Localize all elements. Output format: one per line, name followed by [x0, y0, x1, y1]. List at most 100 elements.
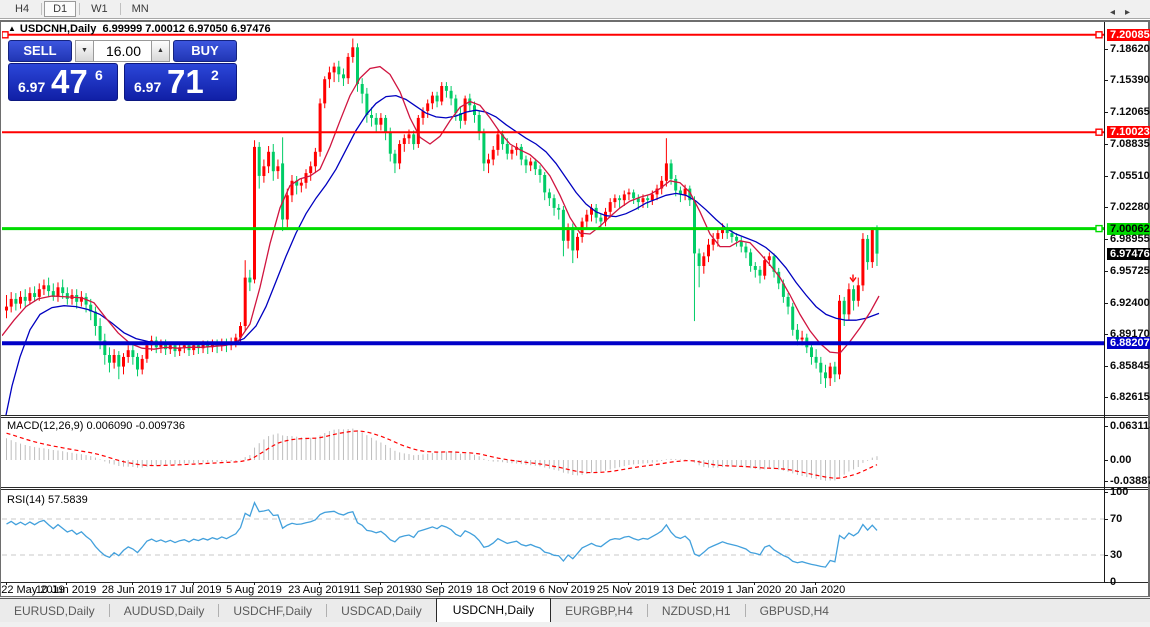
- chart-tab-usdcad[interactable]: USDCAD,Daily: [341, 604, 422, 618]
- candle-body: [664, 163, 668, 181]
- chart-tab-usdchf[interactable]: USDCHF,Daily: [233, 604, 313, 618]
- candle-body: [126, 350, 130, 357]
- candle-body: [201, 344, 205, 349]
- indicator-axis-label: 0: [1110, 576, 1117, 588]
- candle-body: [98, 326, 102, 341]
- chart-tab-eurusd[interactable]: EURUSD,Daily: [14, 604, 95, 618]
- macd-indicator-pane[interactable]: [2, 418, 1104, 486]
- pane-separator: [1, 582, 1148, 583]
- candle-body: [327, 72, 331, 80]
- candle-body: [42, 285, 46, 290]
- chart-tab-audusd[interactable]: AUDUSD,Daily: [123, 604, 205, 618]
- buy-price-box[interactable]: 6.97 71 2: [124, 63, 237, 101]
- candle-body: [136, 356, 139, 370]
- axis-tick: [1104, 144, 1108, 145]
- date-label: 1 Jan 2020: [726, 584, 782, 596]
- time-axis-tick: [754, 582, 755, 585]
- candle-body: [393, 153, 397, 164]
- time-axis-tick: [66, 582, 67, 585]
- tab-scroll-left-icon[interactable]: ◂: [1109, 7, 1125, 18]
- candle-body: [632, 192, 636, 199]
- price-level-badge: 6.97476: [1107, 248, 1150, 260]
- macd-signal-line: [6, 430, 878, 479]
- chart-tab-nzdusd[interactable]: NZDUSD,H1: [661, 604, 731, 618]
- price-level-badge: 6.88207: [1107, 337, 1150, 349]
- time-axis-tick: [693, 582, 694, 585]
- candle-body: [243, 277, 247, 326]
- tab-scroll-arrows[interactable]: ◂▸: [1110, 7, 1140, 18]
- volume-decrease-button[interactable]: ▼: [75, 40, 94, 62]
- toolbar-separator: [0, 18, 1150, 19]
- line-handle[interactable]: [1095, 31, 1103, 39]
- candle-body: [131, 350, 135, 357]
- candle-body: [323, 79, 327, 104]
- moving-average-slow: [5, 94, 880, 416]
- date-label: 11 Sep 2019: [349, 584, 411, 596]
- candle-body: [842, 300, 846, 315]
- time-axis-tick: [441, 582, 442, 585]
- axis-tick: [1104, 176, 1108, 177]
- candle-body: [875, 229, 879, 254]
- time-axis-tick: [254, 582, 255, 585]
- candle-body: [388, 132, 392, 154]
- candle-body: [688, 188, 692, 201]
- candle-body: [281, 163, 285, 220]
- candle-body: [412, 134, 416, 145]
- candle-body: [454, 98, 458, 113]
- line-handle[interactable]: [1095, 128, 1103, 136]
- candle-body: [365, 93, 369, 115]
- candle-body: [538, 169, 542, 175]
- candle-body: [421, 111, 425, 118]
- candle-body: [861, 238, 865, 286]
- time-axis-tick: [319, 582, 320, 585]
- price-axis-label: 6.82615: [1110, 391, 1150, 403]
- candle-body: [117, 355, 121, 367]
- candle-body: [356, 47, 359, 85]
- line-handle[interactable]: [2, 31, 9, 39]
- candle-body: [79, 296, 83, 302]
- candle-body: [824, 372, 827, 379]
- main-price-chart[interactable]: [2, 22, 1104, 416]
- volume-input[interactable]: [94, 40, 151, 62]
- timeframe-button-mn[interactable]: MN: [131, 3, 149, 15]
- candle-body: [660, 180, 664, 189]
- chart-marker-icon: ▲: [8, 24, 16, 33]
- candle-body: [313, 151, 317, 167]
- timeframe-button-h4[interactable]: H4: [15, 3, 30, 15]
- volume-increase-button[interactable]: ▲: [151, 40, 170, 62]
- chart-tab-gbpusd[interactable]: GBPUSD,H4: [759, 604, 829, 618]
- candle-body: [683, 188, 687, 195]
- tab-scroll-right-icon[interactable]: ▸: [1124, 7, 1140, 18]
- rsi-value: 57.5839: [47, 494, 88, 506]
- candle-body: [622, 194, 626, 201]
- chart-tab-eurgbp[interactable]: EURGBP,H4: [565, 604, 633, 618]
- line-handle[interactable]: [1095, 224, 1103, 233]
- candle-body: [828, 366, 832, 379]
- pane-separator[interactable]: [1, 487, 1148, 488]
- chart-tab-usdcnh[interactable]: USDCNH,Daily: [435, 598, 552, 622]
- date-label: 18 Oct 2019: [476, 584, 536, 596]
- candle-body: [463, 98, 467, 121]
- candle-body: [122, 356, 125, 367]
- candle-body: [178, 347, 182, 352]
- sell-price-box[interactable]: 6.97 47 6: [8, 63, 118, 101]
- candle-body: [758, 269, 762, 276]
- candle-body: [749, 252, 753, 266]
- toolbar-separator-highlight: [0, 19, 1150, 20]
- indicator-axis-label: 30: [1110, 549, 1123, 561]
- axis-tick: [1104, 519, 1108, 520]
- rsi-name: RSI(14): [7, 494, 45, 506]
- time-axis[interactable]: 22 May 2019 10 Jun 2019 28 Jun 2019 17 Jul …: [1, 582, 1104, 596]
- candle-body: [505, 144, 509, 154]
- sell-button[interactable]: SELL: [8, 40, 72, 62]
- time-axis-tick: [193, 582, 194, 585]
- pane-separator[interactable]: [1, 415, 1148, 416]
- timeframe-button-w1[interactable]: W1: [91, 3, 108, 15]
- time-axis-tick: [628, 582, 629, 585]
- toolbar-divider: [41, 3, 43, 15]
- candle-body: [852, 289, 856, 301]
- timeframe-button-d1[interactable]: D1: [44, 1, 77, 17]
- buy-button[interactable]: BUY: [173, 40, 237, 62]
- candle-body: [14, 298, 18, 304]
- rsi-indicator-pane[interactable]: [2, 490, 1104, 581]
